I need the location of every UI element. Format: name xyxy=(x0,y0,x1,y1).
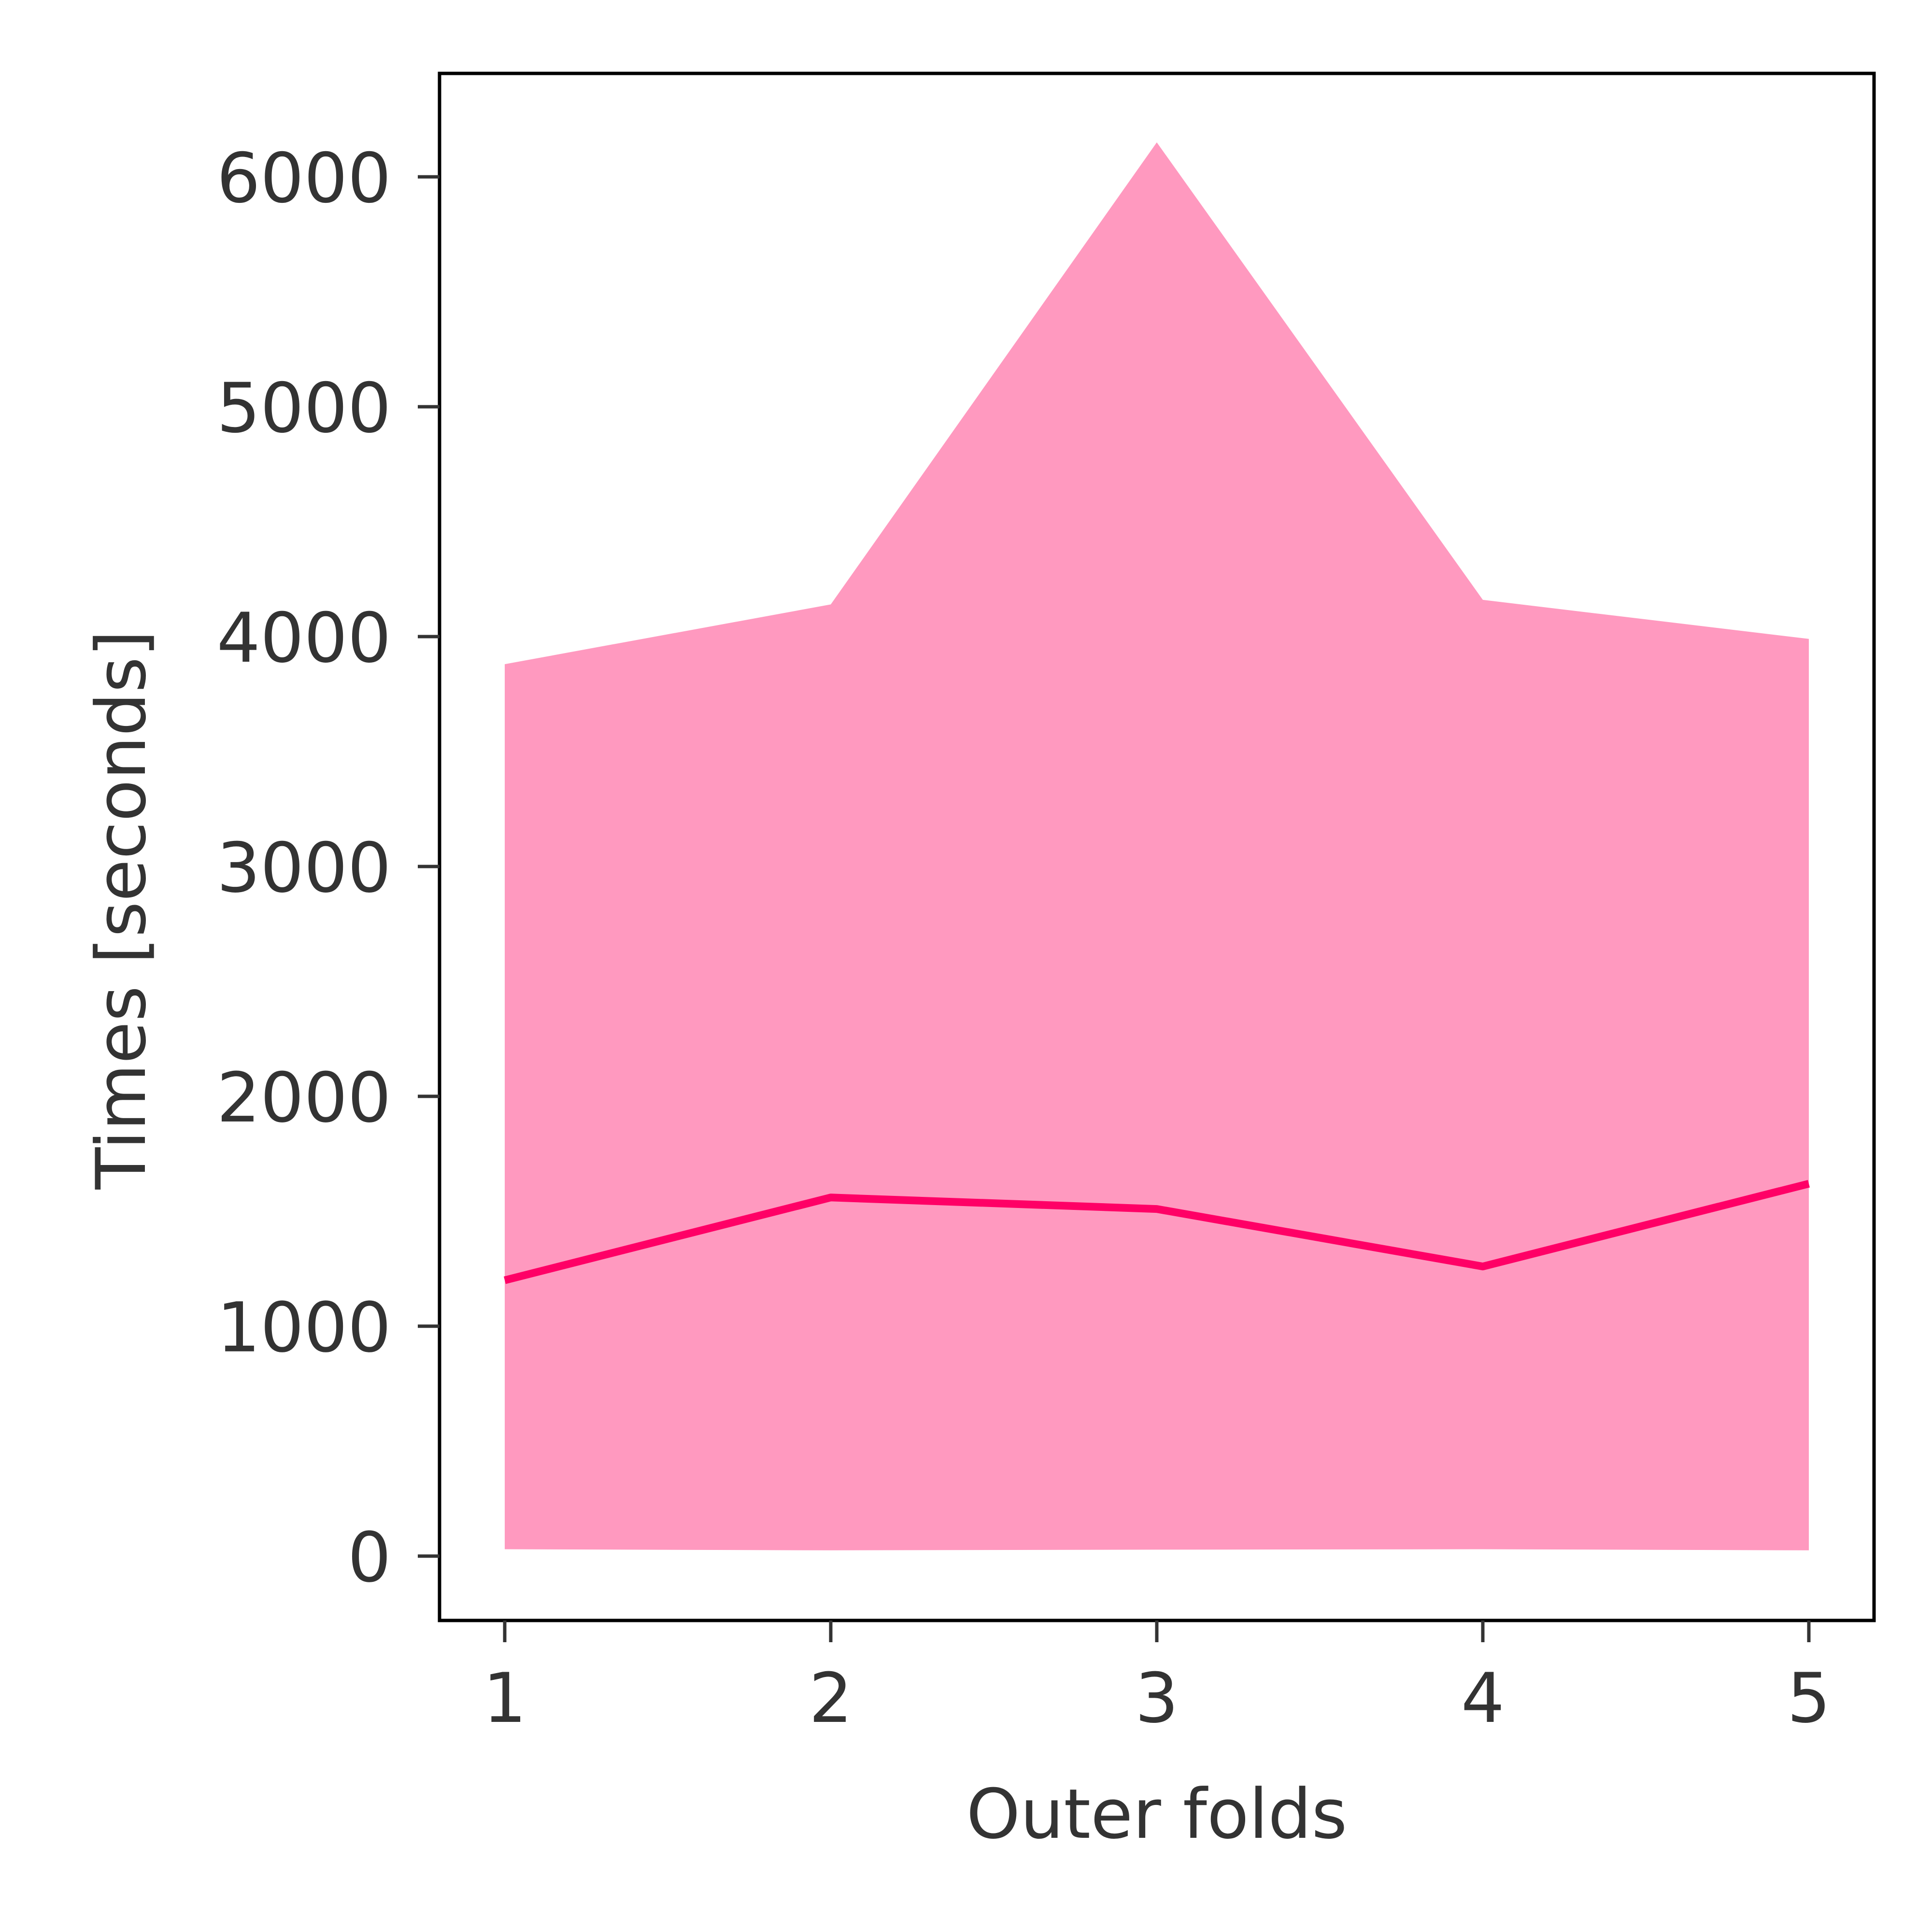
y-axis-label: Times [seconds] xyxy=(82,630,161,1190)
x-tick-label: 1 xyxy=(483,1659,526,1738)
series-line xyxy=(504,1179,1810,1284)
y-tick-label: 2000 xyxy=(217,1058,391,1138)
y-tick-label: 0 xyxy=(348,1518,391,1598)
x-tick-label: 5 xyxy=(1787,1659,1831,1738)
y-tick-label: 3000 xyxy=(217,828,391,908)
y-tick-label: 4000 xyxy=(217,598,391,678)
x-axis-label: Outer folds xyxy=(966,1775,1348,1854)
y-tick-label: 1000 xyxy=(217,1288,391,1368)
x-tick-label: 4 xyxy=(1461,1659,1505,1738)
x-tick-label: 3 xyxy=(1135,1659,1179,1738)
x-tick-label: 2 xyxy=(809,1659,852,1738)
y-tick-label: 5000 xyxy=(217,369,391,448)
y-tick-label: 6000 xyxy=(217,139,391,218)
